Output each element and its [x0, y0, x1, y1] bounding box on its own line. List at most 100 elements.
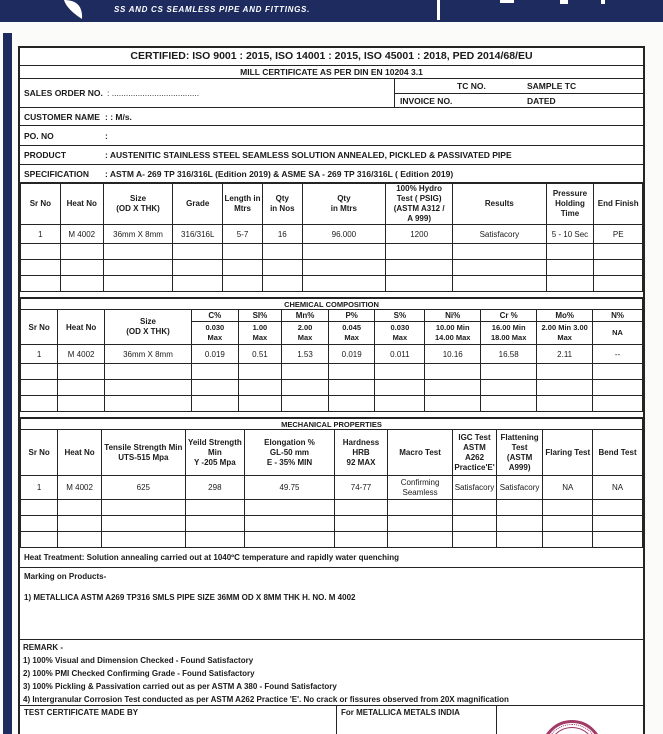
- limit-cell: 1.00 Max: [237, 321, 283, 345]
- customer-name-label: CUSTOMER NAME: [24, 111, 100, 122]
- empty-cell: [100, 499, 186, 516]
- empty-cell: [374, 379, 426, 396]
- customer-name-value: : : M/s.: [105, 111, 132, 122]
- empty-cell: [243, 499, 336, 516]
- specification-value: : ASTM A- 269 TP 316/316L (Edition 2019)…: [105, 168, 454, 179]
- empty-cell: [184, 499, 245, 516]
- cell-bend-test: NA: [592, 475, 643, 500]
- element-header: P%: [327, 309, 376, 322]
- empty-cell: [20, 275, 61, 292]
- mechanical-title: MECHANICAL PROPERTIES: [20, 418, 643, 430]
- marking-title: Marking on Products-: [24, 572, 107, 581]
- empty-cell: [495, 531, 544, 548]
- cell-ni: 10.16: [424, 344, 482, 364]
- empty-cell: [281, 363, 329, 380]
- header-cell: Bend Test: [592, 429, 643, 476]
- empty-cell: [334, 499, 388, 516]
- header-cell: Heat No: [59, 183, 104, 225]
- heat-treatment-row: Heat Treatment: Solution annealing carri…: [20, 548, 643, 568]
- empty-cell: [592, 531, 643, 548]
- empty-cell: [327, 395, 376, 412]
- header-cell: Tensile Strength Min UTS-515 Mpa: [100, 429, 186, 476]
- po-no-row: PO. NO :: [20, 126, 643, 146]
- empty-cell: [386, 515, 454, 532]
- empty-cell: [301, 275, 387, 292]
- cell-flaring-test: NA: [542, 475, 594, 500]
- empty-cell: [545, 243, 595, 260]
- empty-cell: [424, 379, 482, 396]
- cell-end-finish: PE: [593, 224, 643, 244]
- empty-cell: [386, 499, 454, 516]
- element-header: C%: [191, 309, 239, 322]
- empty-cell: [452, 259, 547, 276]
- company-round-seal: [541, 720, 603, 734]
- empty-row: [19, 363, 643, 380]
- empty-row: [20, 243, 643, 260]
- cell-heat-no: M 4002: [57, 475, 102, 500]
- empty-cell: [593, 243, 643, 260]
- empty-cell: [452, 515, 497, 532]
- dimension-hydro-table: Sr No Heat No Size (OD X THK) Grade Leng…: [20, 183, 643, 292]
- empty-cell: [327, 379, 376, 396]
- empty-cell: [57, 515, 102, 532]
- empty-cell: [103, 363, 193, 380]
- element-header: Ni%: [424, 309, 482, 322]
- mechanical-title-row: MECHANICAL PROPERTIES: [20, 418, 643, 430]
- cell-si: 0.51: [237, 344, 283, 364]
- header-cell: Size (OD X THK): [102, 183, 174, 225]
- cell-qty-mtrs: 96.000: [301, 224, 387, 244]
- header-cell: Elongation % GL-50 mm E - 35% MIN: [243, 429, 336, 476]
- cell-cr: 16.58: [480, 344, 538, 364]
- chemical-data-row: 1 M 4002 36mm X 8mm 0.019 0.51 1.53 0.01…: [19, 344, 643, 364]
- empty-cell: [593, 275, 643, 292]
- header-cell: Heat No: [57, 429, 102, 476]
- empty-cell: [57, 531, 102, 548]
- limit-cell: 2.00 Min 3.00 Max: [536, 321, 594, 345]
- empty-cell: [592, 499, 643, 516]
- empty-cell: [184, 515, 245, 532]
- empty-cell: [536, 363, 594, 380]
- empty-cell: [480, 395, 538, 412]
- empty-cell: [452, 531, 497, 548]
- empty-cell: [536, 379, 594, 396]
- empty-cell: [542, 531, 594, 548]
- empty-cell: [374, 363, 426, 380]
- empty-cell: [452, 275, 547, 292]
- product-row: PRODUCT : AUSTENITIC STAINLESS STEEL SEA…: [20, 146, 643, 165]
- logo-swoosh-icon: [64, 0, 83, 19]
- empty-cell: [19, 395, 59, 412]
- empty-cell: [19, 515, 59, 532]
- empty-cell: [19, 531, 59, 548]
- empty-cell: [301, 259, 387, 276]
- empty-cell: [102, 243, 174, 260]
- empty-row: [19, 499, 643, 516]
- made-by-cell: TEST CERTIFICATE MADE BY: [20, 706, 337, 734]
- header-cell: Hardness HRB 92 MAX: [334, 429, 388, 476]
- tc-no-label: TC NO.: [457, 81, 486, 91]
- header-cell: Heat No: [57, 309, 105, 345]
- invoice-row: INVOICE NO. DATED: [395, 94, 643, 108]
- empty-cell: [385, 243, 454, 260]
- cell-sr-no: 1: [20, 224, 61, 244]
- marking-block: Marking on Products- 1) METALLICA ASTM A…: [20, 568, 643, 640]
- empty-cell: [542, 499, 594, 516]
- mechanical-header-row: Sr No Heat No Tensile Strength Min UTS-5…: [19, 429, 643, 476]
- cell-length: 5-7: [222, 224, 263, 244]
- for-company-cell: For METALLICA METALS INDIA: [337, 706, 497, 734]
- cell-igc-test: Satisfacory: [452, 475, 497, 500]
- empty-row: [19, 379, 643, 396]
- header-cell: Sr No: [19, 309, 59, 345]
- cell-yield: 298: [184, 475, 245, 500]
- header-cell: Flaring Test: [542, 429, 594, 476]
- header-cell: Flattening Test (ASTM A999): [495, 429, 544, 476]
- tc-no-value: SAMPLE TC: [527, 81, 577, 91]
- dimension-header-row: Sr No Heat No Size (OD X THK) Grade Leng…: [20, 183, 643, 225]
- cell-pressure-time: 5 - 10 Sec: [545, 224, 595, 244]
- certificate-document: CERTIFIED: ISO 9001 : 2015, ISO 14001 : …: [18, 46, 645, 734]
- dimension-data-row: 1 M 4002 36mm X 8mm 316/316L 5-7 16 96.0…: [20, 224, 643, 244]
- chemical-title: CHEMICAL COMPOSITION: [20, 298, 643, 310]
- empty-cell: [536, 395, 594, 412]
- remark-line: 3) 100% Pickling & Passivation carried o…: [23, 682, 337, 691]
- remark-block: REMARK - 1) 100% Visual and Dimension Ch…: [20, 640, 643, 706]
- empty-cell: [593, 259, 643, 276]
